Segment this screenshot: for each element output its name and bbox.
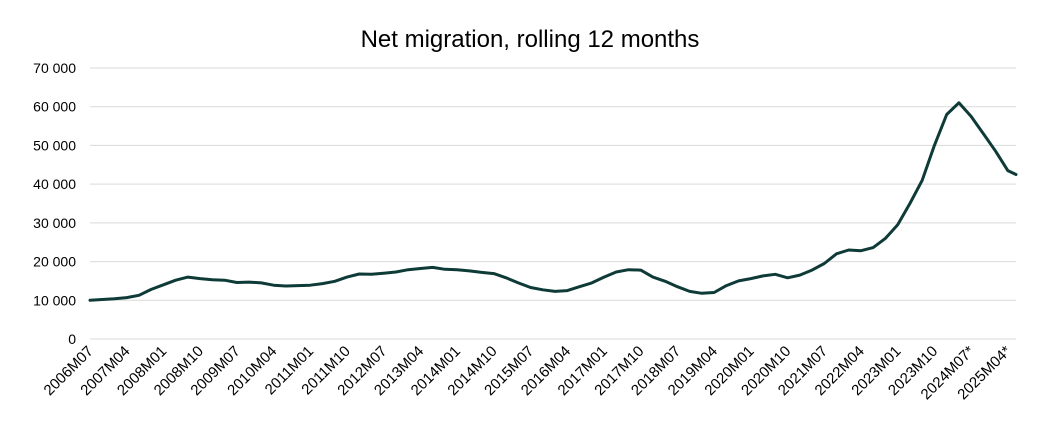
y-tick-label: 20 000 (33, 254, 76, 270)
gridlines (90, 67, 1016, 340)
chart-title: Net migration, rolling 12 months (361, 26, 700, 53)
y-tick-label: 50 000 (33, 137, 76, 153)
y-axis-tick-labels: 0 10 000 20 000 30 000 40 000 50 000 60 000 70 … (33, 60, 76, 347)
x-axis-tick-labels: 2006M072007M042008M012008M102009M072010M… (41, 343, 1015, 403)
y-tick-label: 0 (68, 331, 76, 347)
y-tick-label: 70 000 (33, 60, 76, 76)
series-line (88, 101, 1018, 302)
y-tick-label: 10 000 (33, 292, 76, 308)
y-tick-label: 60 000 (33, 99, 76, 115)
y-tick-label: 30 000 (33, 215, 76, 231)
y-tick-label: 40 000 (33, 176, 76, 192)
series-layer (88, 101, 1018, 302)
